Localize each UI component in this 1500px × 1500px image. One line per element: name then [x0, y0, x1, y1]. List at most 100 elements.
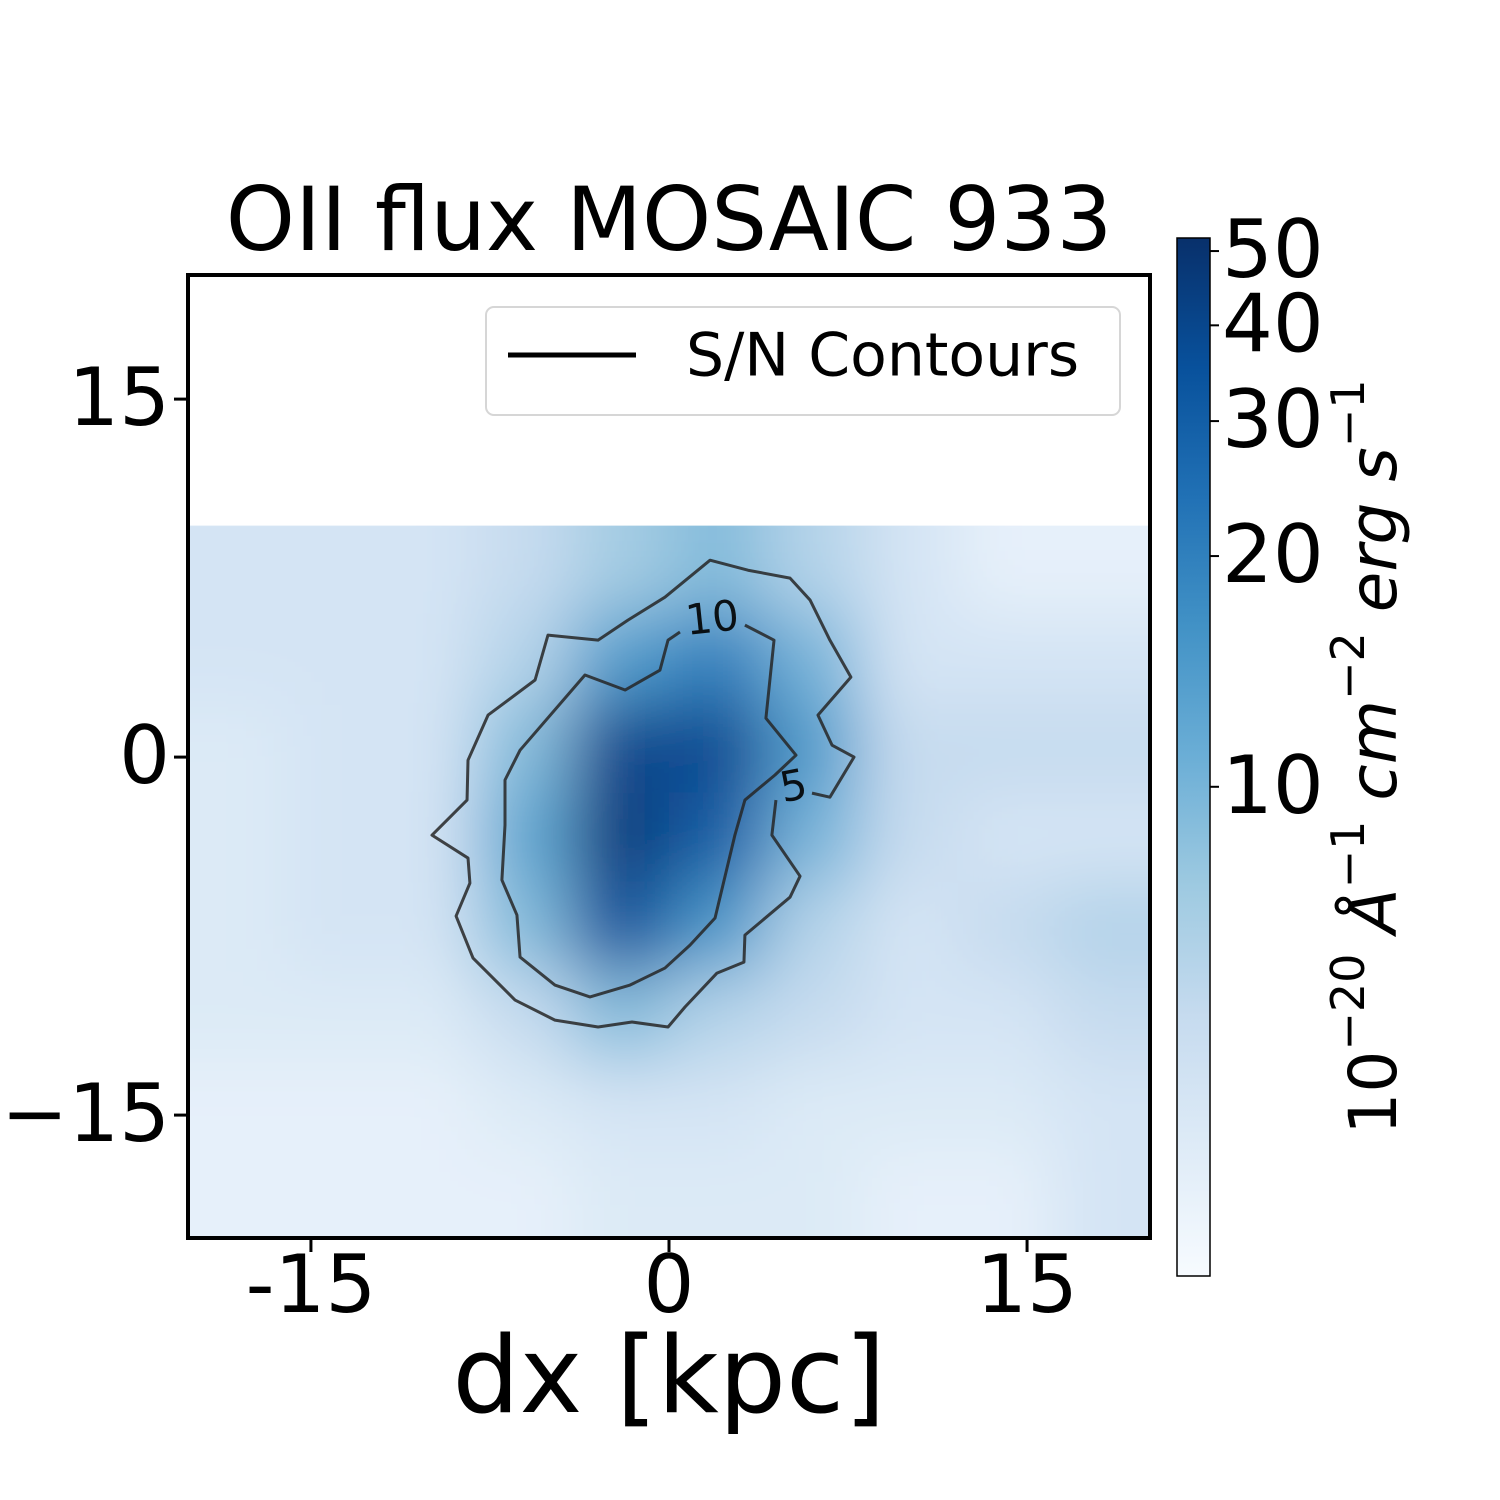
- heatmap-cell: [188, 614, 285, 705]
- y-tick-label: −15: [1, 1067, 170, 1160]
- heatmap-cell: [380, 525, 478, 616]
- colorbar: [1176, 237, 1211, 1277]
- heatmap-cell: [861, 614, 959, 705]
- contour-line: [500, 623, 798, 999]
- heatmap: [188, 525, 1150, 1238]
- heatmap-cell: [957, 614, 1055, 705]
- heatmap-cell: [476, 703, 574, 794]
- heatmap-cell: [476, 792, 574, 883]
- heatmap-cell: [476, 1059, 574, 1150]
- colorbar-label-part: cm: [1335, 700, 1412, 801]
- heatmap-cell: [188, 970, 285, 1061]
- heatmap-cell: [476, 525, 574, 616]
- heatmap-cell: [1053, 792, 1150, 883]
- heatmap-cell: [957, 703, 1055, 794]
- heatmap-cell: [572, 792, 670, 883]
- heatmap-cell: [284, 1148, 381, 1238]
- colorbar-label-part: erg s: [1335, 447, 1412, 612]
- heatmap-cell: [765, 1059, 862, 1150]
- heatmap-cell: [957, 792, 1055, 883]
- contour-label: 10: [683, 590, 741, 644]
- heatmap-cell: [861, 881, 959, 972]
- heatmap-cell: [284, 792, 381, 883]
- heatmap-cell: [1053, 703, 1150, 794]
- heatmap-cell: [188, 1148, 285, 1238]
- colorbar-tick-label: 40: [1222, 277, 1324, 370]
- colorbar-label-part: 10: [1335, 1051, 1412, 1135]
- heatmap-cell: [284, 1059, 381, 1150]
- heatmap-cell: [1053, 614, 1150, 705]
- heatmap-cell: [669, 1059, 766, 1150]
- heatmap-cell: [188, 703, 285, 794]
- heatmap-cell: [765, 1148, 862, 1238]
- heatmap-cell: [669, 703, 766, 794]
- heatmap-cell: [669, 1148, 766, 1238]
- heatmap-cell: [380, 881, 478, 972]
- heatmap-cell: [765, 970, 862, 1061]
- heatmap-cell: [957, 881, 1055, 972]
- x-tick-label: 0: [644, 1238, 695, 1331]
- colorbar-tick-label: 50: [1222, 203, 1324, 296]
- heatmap-cell: [669, 792, 766, 883]
- heatmap-cell: [957, 1148, 1055, 1238]
- heatmap-cell: [380, 970, 478, 1061]
- heatmap-cell: [861, 703, 959, 794]
- colorbar-label-sup: −1: [1321, 821, 1375, 889]
- heatmap-cell: [380, 703, 478, 794]
- chart-title: OII flux MOSAIC 933: [226, 168, 1113, 271]
- heatmap-cell: [765, 525, 862, 616]
- heatmap-cell: [1053, 1148, 1150, 1238]
- x-tick-label: -15: [246, 1238, 377, 1331]
- colorbar-label-sup: −2: [1321, 632, 1375, 700]
- heatmap-cell: [861, 525, 959, 616]
- heatmap-cell: [957, 1059, 1055, 1150]
- heatmap-cell: [669, 881, 766, 972]
- heatmap-cell: [669, 525, 766, 616]
- heatmap-cell: [380, 1059, 478, 1150]
- heatmap-cell: [380, 1148, 478, 1238]
- heatmap-cell: [572, 703, 670, 794]
- y-tick-label: 15: [68, 351, 170, 444]
- heatmap-cell: [572, 881, 670, 972]
- heatmap-cell: [476, 1148, 574, 1238]
- colorbar-label: 10−20Å−1cm−2erg s−1: [1321, 379, 1413, 1134]
- heatmap-cell: [572, 614, 670, 705]
- colorbar-label-sup: −20: [1321, 954, 1375, 1051]
- y-tick-label: 0: [119, 709, 170, 802]
- colorbar-tick-label: 30: [1222, 373, 1324, 466]
- heatmap-cell: [669, 614, 766, 705]
- heatmap-cell: [669, 970, 766, 1061]
- heatmap-cell: [765, 881, 862, 972]
- heatmap-cell: [284, 881, 381, 972]
- heatmap-cell: [284, 970, 381, 1061]
- heatmap-cell: [1053, 525, 1150, 616]
- legend-box: [485, 306, 1121, 416]
- contour-line: [430, 558, 856, 1029]
- heatmap-cell: [861, 1059, 959, 1150]
- heatmap-cell: [861, 970, 959, 1061]
- heatmap-cell: [765, 792, 862, 883]
- heatmap-cell: [476, 881, 574, 972]
- heatmap-cell: [284, 703, 381, 794]
- heatmap-cell: [188, 525, 285, 616]
- x-axis-label: dx [kpc]: [452, 1314, 885, 1437]
- heatmap-cells: [188, 525, 1150, 1238]
- colorbar-label-sup: −1: [1321, 379, 1375, 447]
- heatmap-cell: [572, 970, 670, 1061]
- heatmap-cell: [957, 970, 1055, 1061]
- heatmap-cell: [765, 703, 862, 794]
- heatmap-cell: [765, 614, 862, 705]
- heatmap-cell: [188, 792, 285, 883]
- heatmap-cell: [861, 1148, 959, 1238]
- legend-label: S/N Contours: [686, 321, 1079, 391]
- heatmap-cell: [284, 614, 381, 705]
- heatmap-cell: [188, 1059, 285, 1150]
- heatmap-cell: [1053, 1059, 1150, 1150]
- heatmap-cell: [1053, 881, 1150, 972]
- heatmap-cell: [861, 792, 959, 883]
- heatmap-cell: [476, 614, 574, 705]
- heatmap-cell: [572, 525, 670, 616]
- heatmap-cell: [188, 881, 285, 972]
- heatmap-cell: [476, 970, 574, 1061]
